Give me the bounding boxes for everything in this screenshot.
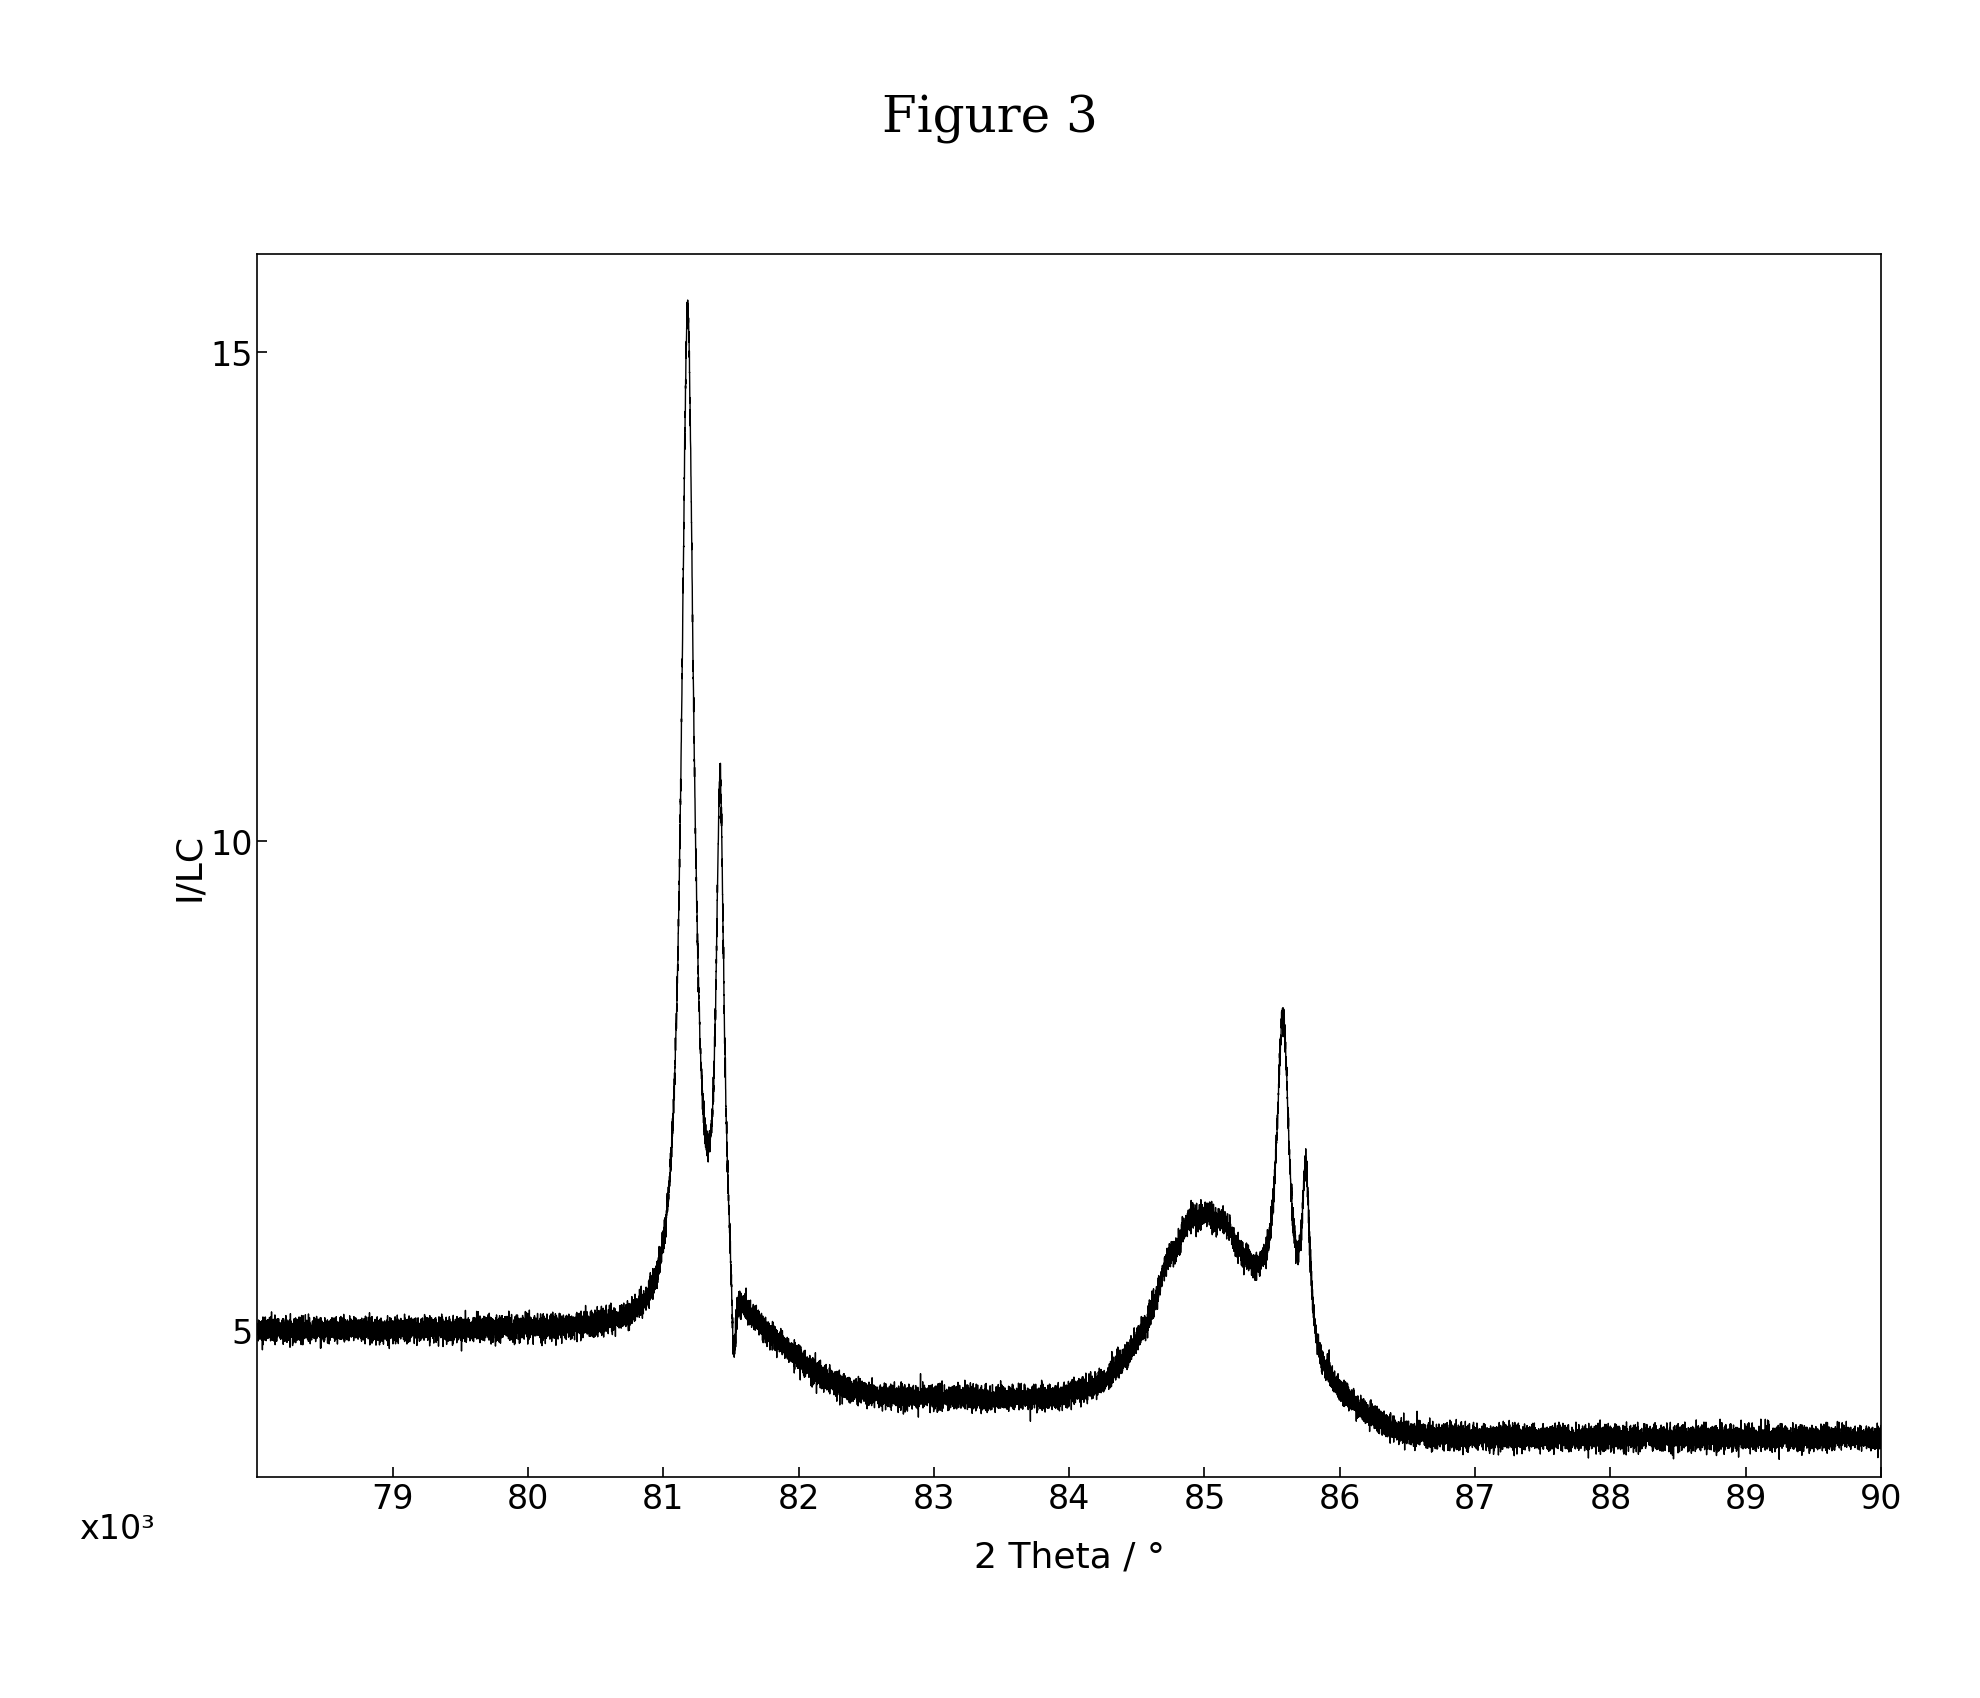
- X-axis label: 2 Theta / °: 2 Theta / °: [974, 1540, 1164, 1574]
- Text: Figure 3: Figure 3: [881, 93, 1099, 144]
- Y-axis label: I/LC: I/LC: [172, 832, 206, 900]
- Text: x10³: x10³: [79, 1513, 154, 1545]
